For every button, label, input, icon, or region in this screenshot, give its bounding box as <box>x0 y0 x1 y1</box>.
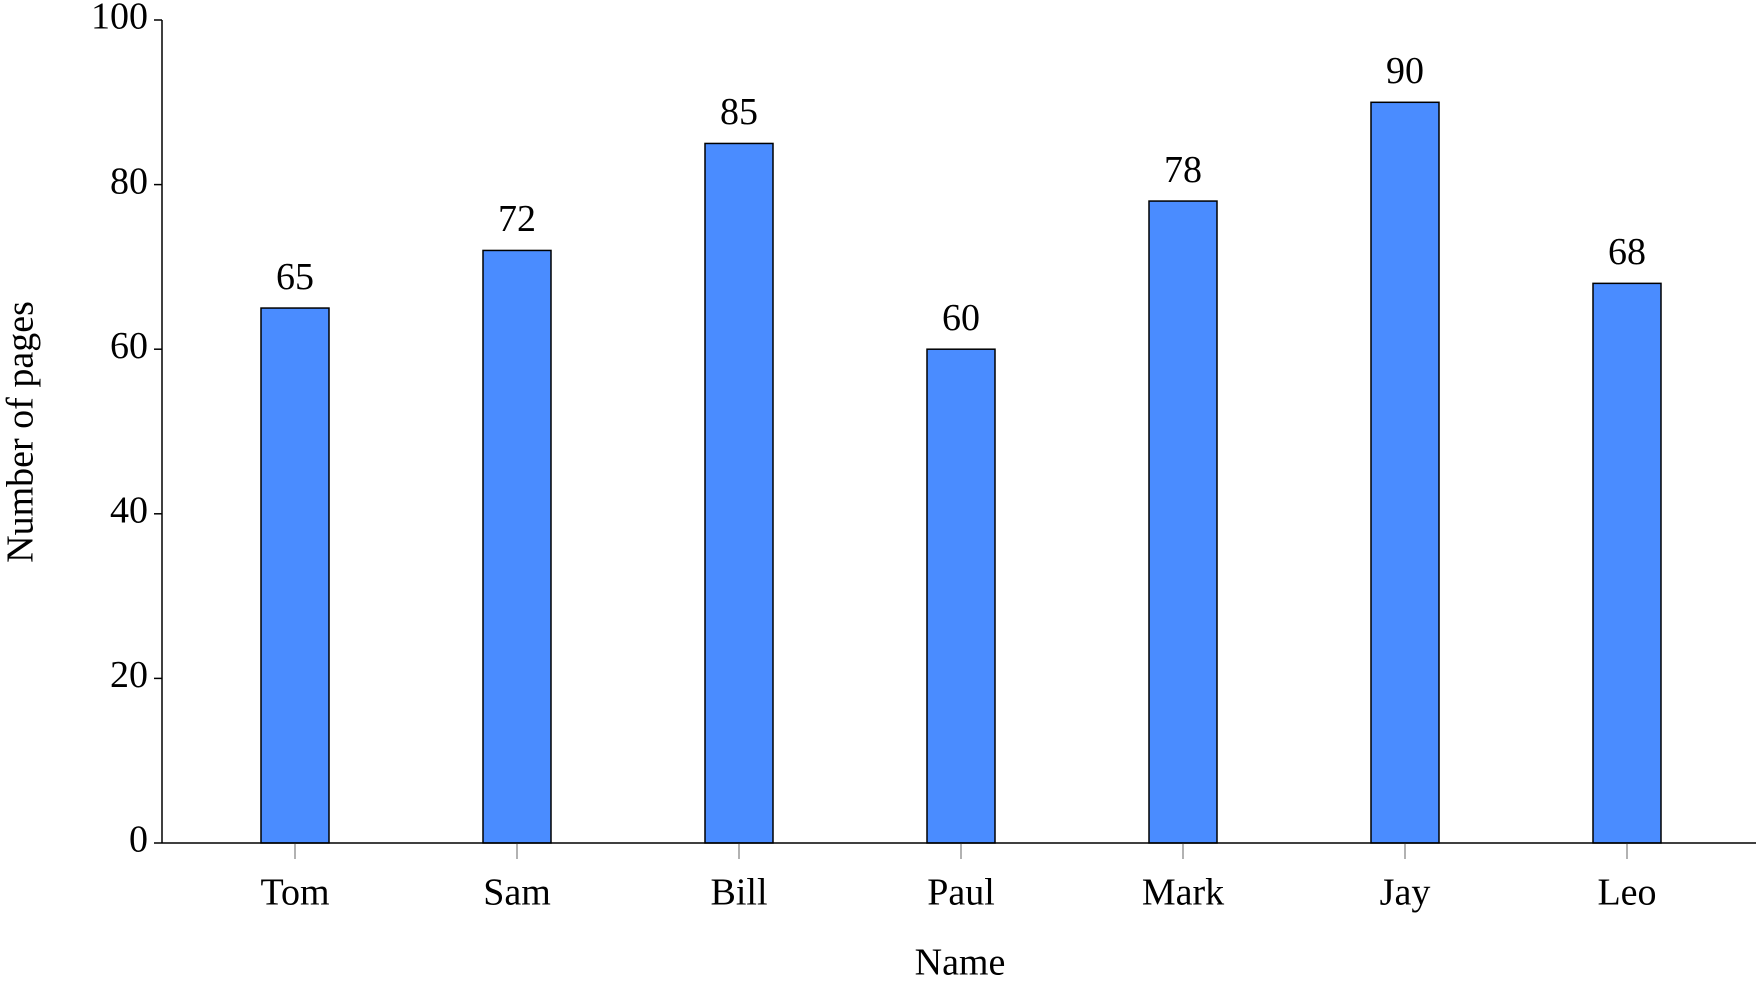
y-tick-label: 60 <box>110 325 148 367</box>
y-tick-label: 20 <box>110 654 148 696</box>
x-tick-label: Leo <box>1597 872 1656 914</box>
data-label: 85 <box>720 91 758 133</box>
bar <box>1370 101 1440 844</box>
x-tick-label: Jay <box>1380 872 1431 914</box>
data-label: 65 <box>276 256 314 298</box>
y-tick-label: 0 <box>129 819 148 861</box>
data-label: 90 <box>1386 50 1424 92</box>
y-tick-label: 40 <box>110 490 148 532</box>
y-tick-label: 100 <box>91 0 148 38</box>
y-axis-label: Number of pages <box>0 301 42 563</box>
bar <box>1148 200 1218 844</box>
bar <box>482 249 552 844</box>
data-label: 78 <box>1164 149 1202 191</box>
x-tick-label: Paul <box>927 872 995 914</box>
x-tick-label: Bill <box>710 872 767 914</box>
x-tick-label: Mark <box>1142 872 1224 914</box>
bar <box>260 307 330 844</box>
y-tick-label: 80 <box>110 160 148 202</box>
x-axis-label: Name <box>915 942 1006 984</box>
bar <box>704 142 774 844</box>
data-label: 60 <box>942 297 980 339</box>
bar <box>926 348 996 844</box>
data-label: 68 <box>1608 231 1646 273</box>
data-label: 72 <box>498 198 536 240</box>
x-tick-label: Tom <box>260 872 329 914</box>
bar <box>1592 282 1662 844</box>
x-tick-label: Sam <box>483 872 551 914</box>
